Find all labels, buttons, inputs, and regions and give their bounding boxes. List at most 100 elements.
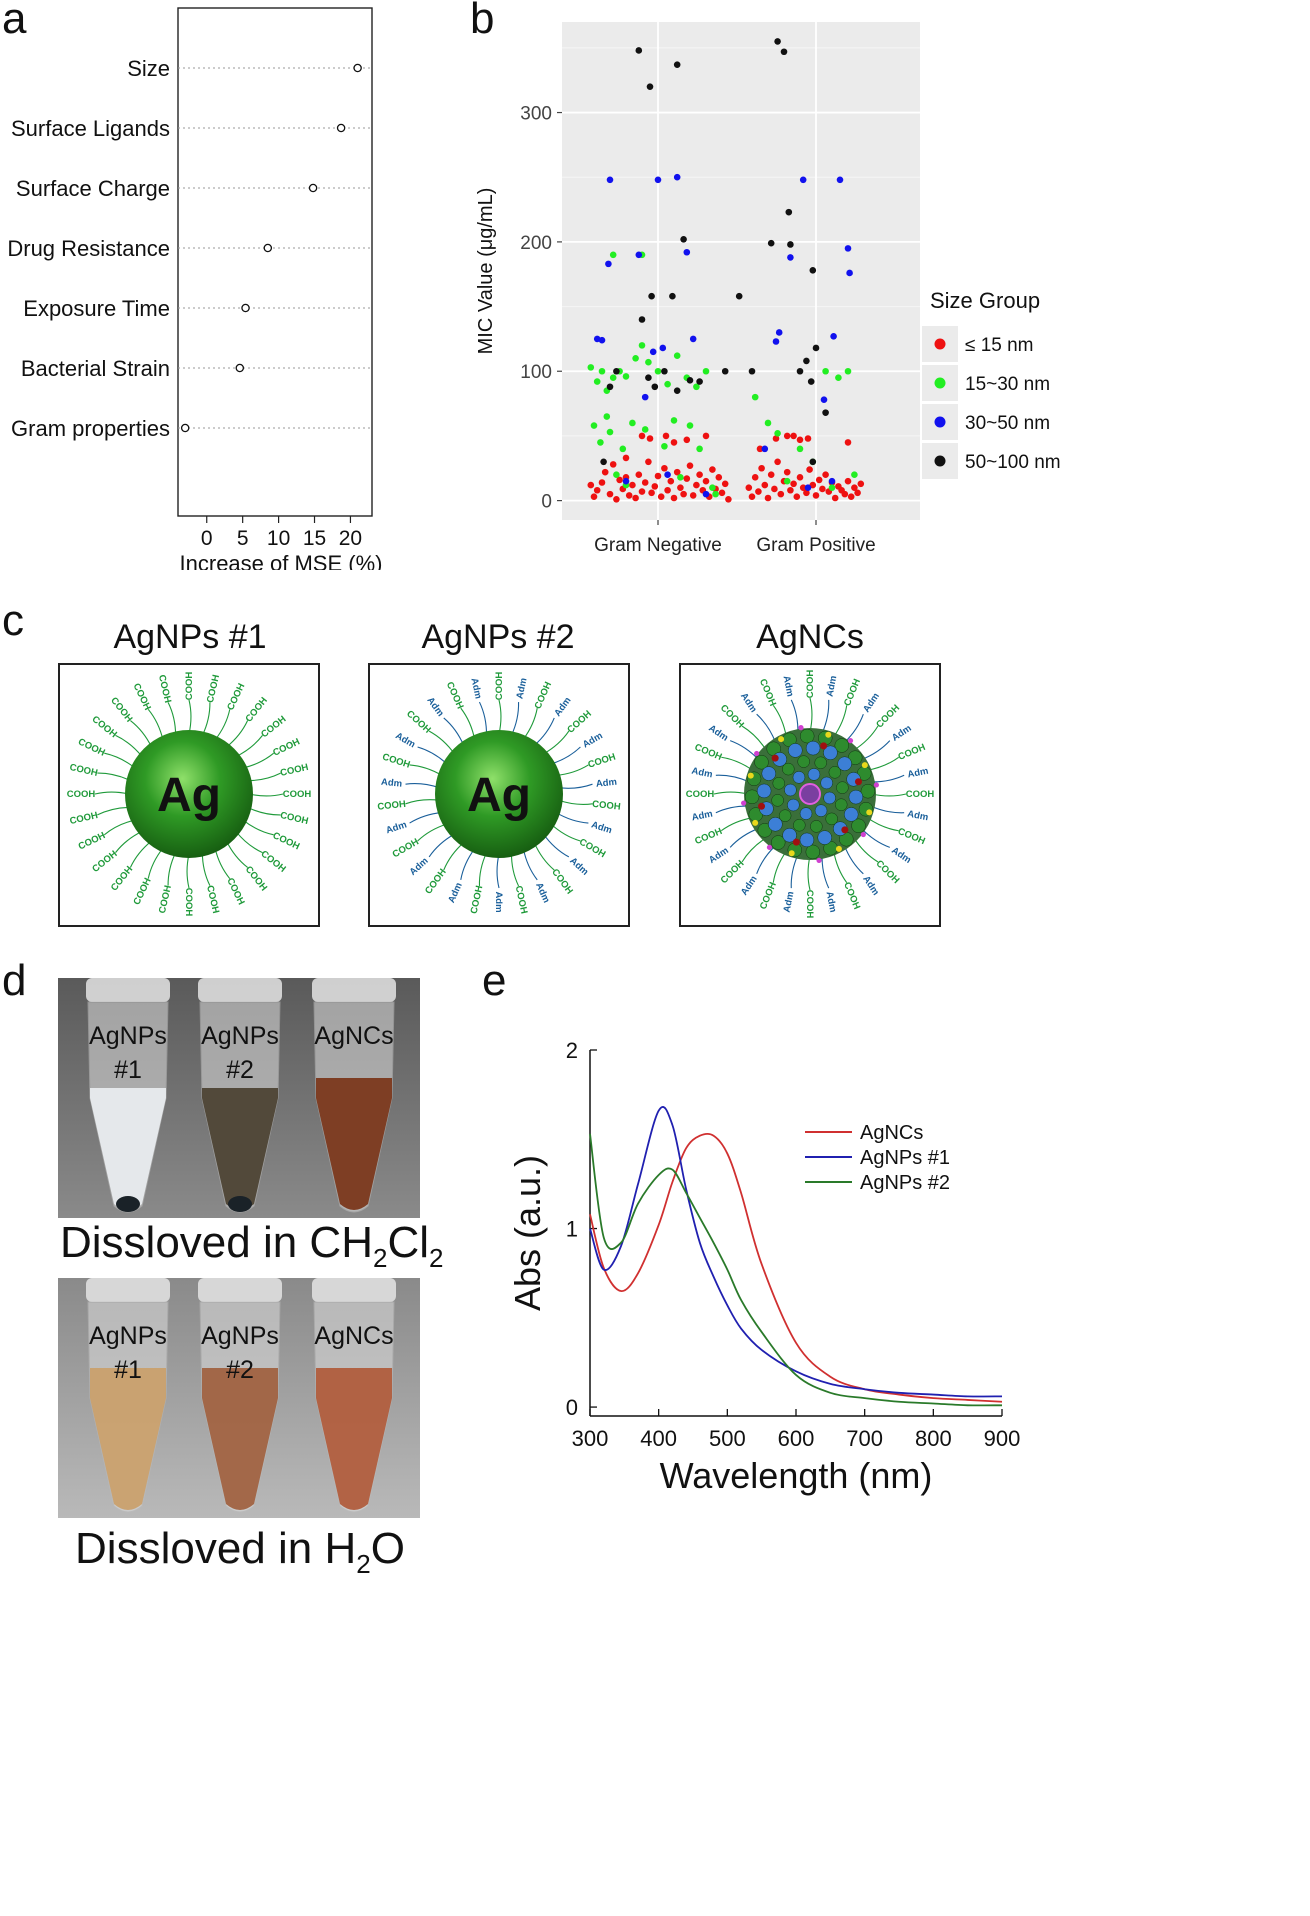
mic-point — [796, 436, 804, 444]
mic-point — [613, 367, 620, 375]
mic-point — [689, 335, 697, 343]
mic-point — [804, 484, 812, 491]
caption-ch2cl2: Dissloved in CH2Cl2 — [60, 1218, 444, 1273]
ligand-label-adm: Adm — [906, 808, 929, 823]
ligand-label-adm: Adm — [468, 677, 483, 700]
x-tick-label: 15 — [303, 527, 326, 550]
mic-point — [761, 481, 769, 489]
mic-point — [806, 466, 813, 473]
ligand-atom — [798, 725, 804, 731]
mic-point — [645, 374, 652, 382]
mic-point — [696, 471, 703, 479]
mic-point — [793, 493, 801, 501]
ligand-label-cooh: COOH — [494, 672, 505, 701]
cluster-atom — [756, 783, 772, 799]
legend-label: AgNPs #2 — [860, 1172, 950, 1194]
importance-point — [263, 243, 273, 253]
mic-point — [721, 480, 729, 488]
mic-point — [844, 439, 852, 446]
cluster-atom — [792, 771, 806, 784]
x-tick-label: 500 — [709, 1426, 746, 1451]
tube-label-number: #1 — [114, 1356, 142, 1384]
mic-point — [645, 358, 652, 366]
mic-point — [598, 479, 606, 486]
mic-point — [680, 490, 687, 498]
mic-point — [780, 48, 788, 56]
cluster-atom — [823, 745, 838, 761]
panel-letter-c: c — [2, 596, 24, 645]
importance-point — [353, 63, 362, 73]
mic-point — [638, 316, 646, 323]
mic-point — [803, 357, 810, 365]
x-tick-label: 600 — [778, 1426, 815, 1451]
mic-point — [748, 493, 756, 501]
cluster-atom — [837, 756, 852, 771]
mic-point — [661, 464, 668, 472]
mic-point — [635, 471, 643, 479]
mic-point — [648, 489, 655, 497]
series-line — [589, 1106, 1003, 1398]
cluster-atom — [817, 830, 832, 845]
mic-point — [686, 462, 694, 469]
ligand-atom — [766, 844, 773, 850]
x-tick-label: 0 — [201, 527, 213, 550]
sulfur-atom — [778, 736, 785, 743]
tube-pellet — [228, 1196, 252, 1212]
tube-label: AgNPs — [89, 1322, 167, 1350]
mic-point — [605, 260, 612, 268]
ligand-label-cooh: COOH — [283, 789, 312, 800]
mic-point — [609, 374, 617, 382]
mic-point — [661, 442, 668, 450]
legend-marker — [934, 338, 946, 350]
cluster-center — [799, 783, 821, 805]
mic-point — [812, 492, 820, 499]
oxygen-atom — [792, 838, 800, 846]
mic-point — [709, 466, 716, 473]
tube-label-number: #2 — [226, 1356, 254, 1384]
mic-point — [606, 176, 614, 184]
mic-point — [638, 342, 646, 349]
category-label: Surface Charge — [16, 176, 170, 201]
mic-point — [702, 477, 710, 485]
category-label: Size — [127, 56, 170, 81]
mic-point — [774, 38, 781, 45]
mic-point — [777, 490, 785, 498]
y-axis-label: Abs (a.u.) — [507, 1155, 548, 1311]
tube-cap — [198, 1278, 282, 1302]
tube-label: AgNCs — [314, 1322, 393, 1350]
mic-point — [751, 393, 759, 401]
sulfur-atom — [825, 731, 832, 738]
chart-b-mic-scatter: 0 100 200 300 Gram Negative Gram Positive MIC … — [475, 22, 1061, 556]
ligand-label-cooh: COOH — [183, 888, 194, 917]
mic-point — [657, 493, 665, 501]
cluster-atom — [810, 820, 823, 833]
sulfur-atom — [747, 772, 754, 779]
ligand-label-cooh: COOH — [184, 672, 195, 701]
mic-point — [593, 378, 601, 385]
tube-cap — [86, 978, 170, 1002]
mic-point — [622, 373, 630, 380]
cluster-atom — [799, 832, 815, 848]
mic-point — [712, 490, 719, 498]
ligand-label-cooh: COOH — [377, 799, 407, 813]
mic-point — [796, 445, 804, 453]
y-tick-label: 2 — [566, 1040, 578, 1063]
cluster-atom — [784, 783, 797, 797]
sulfur-atom — [861, 762, 868, 769]
mic-point — [775, 329, 783, 336]
ligand-label-adm: Adm — [493, 891, 504, 912]
mic-point — [603, 413, 611, 420]
importance-point — [336, 123, 346, 133]
mic-point — [606, 383, 614, 391]
mic-point — [683, 475, 691, 482]
series-line — [589, 1133, 1003, 1407]
mic-point — [649, 348, 657, 356]
mic-point — [787, 254, 794, 261]
ligand-label-adm: Adm — [380, 777, 402, 790]
cluster-atom — [825, 812, 838, 826]
legend-label: 50~100 nm — [965, 452, 1061, 473]
tube-pellet — [116, 1196, 140, 1212]
mic-point — [670, 494, 678, 502]
photo-tubes-ch2cl2: AgNPs #1 AgNPs #2 AgNCs — [58, 978, 420, 1218]
legend-label: 30~50 nm — [965, 413, 1050, 434]
